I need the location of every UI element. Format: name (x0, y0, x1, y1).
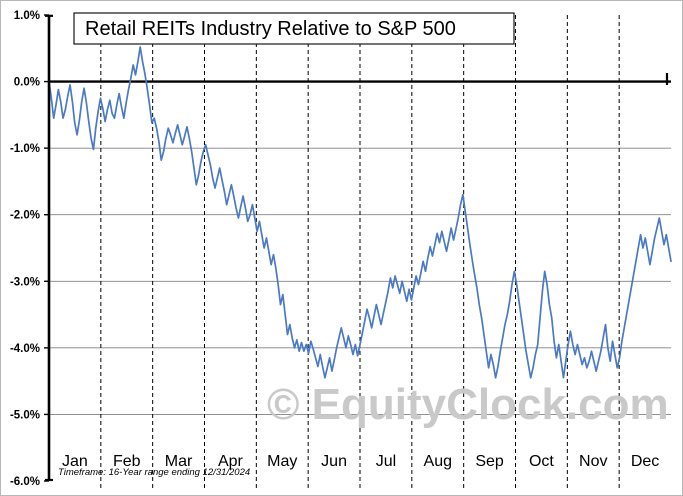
chart-title-box: Retail REITs Industry Relative to S&P 50… (73, 12, 515, 45)
x-tick-label-feb: Feb (113, 453, 141, 470)
y-tick-label-6: -5.0% (10, 409, 40, 421)
equityclock-watermark: © EquityClock.com (267, 380, 669, 429)
x-tick-label-jan: Jan (62, 453, 88, 470)
y-tick-label-5: -4.0% (10, 343, 40, 355)
y-tick-label-7: -6.0% (10, 476, 40, 488)
y-tick-label-3: -2.0% (10, 210, 40, 222)
y-tick-label-1: 0.0% (14, 77, 40, 89)
chart-title: Retail REITs Industry Relative to S&P 50… (85, 18, 456, 40)
x-tick-label-sep: Sep (475, 453, 504, 470)
y-axis-ticks: 1.0% 0.0% -1.0% -2.0% -3.0% -4.0% -5.0% -6.0% (10, 10, 49, 488)
x-tick-label-jul: Jul (376, 453, 396, 470)
x-tick-label-oct: Oct (529, 453, 554, 470)
month-separator-gridlines (100, 15, 620, 491)
x-tick-label-may: May (267, 453, 297, 470)
series-line-retail-reits (48, 46, 672, 379)
y-tick-label-0: 1.0% (14, 10, 40, 22)
chart-footnote: Timeframe: 16-Year range ending 12/31/20… (58, 467, 250, 478)
y-tick-label-2: -1.0% (10, 143, 40, 155)
x-tick-label-aug: Aug (424, 453, 452, 470)
x-tick-label-mar: Mar (165, 453, 193, 470)
x-axis-month-labels: Jan Feb Mar Apr May Jun Jul Aug Sep Oct Nov Dec (62, 453, 659, 470)
x-tick-label-apr: Apr (218, 453, 244, 470)
x-tick-label-dec: Dec (631, 453, 659, 470)
x-tick-label-jun: Jun (321, 453, 347, 470)
chart-title-frame (73, 12, 515, 45)
y-tick-label-4: -3.0% (10, 276, 40, 288)
x-tick-label-nov: Nov (579, 453, 607, 470)
